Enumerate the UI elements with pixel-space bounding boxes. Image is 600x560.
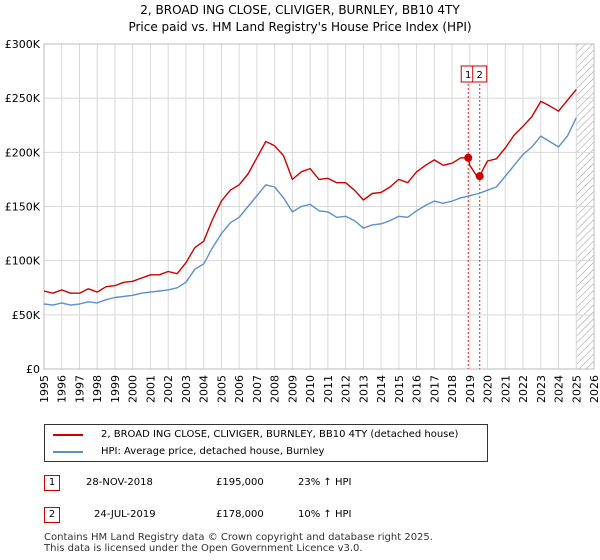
x-tick-label: 2026 (588, 375, 600, 403)
x-tick-label: 2025 (570, 375, 583, 403)
x-tick-label: 1995 (38, 375, 51, 403)
sale-marker-box (472, 65, 488, 83)
plot-area-border (43, 43, 595, 370)
x-tick-label: 2006 (233, 375, 246, 403)
legend-label-property: 2, BROAD ING CLOSE, CLIVIGER, BURNLEY, B… (101, 429, 459, 440)
x-tick-label: 1996 (56, 375, 69, 403)
series-line (43, 117, 577, 306)
x-tick-label: 2020 (482, 375, 495, 403)
x-tick-label: 2008 (269, 375, 282, 403)
x-tick-label: 2024 (553, 375, 566, 403)
footer-copyright: Contains HM Land Registry data © Crown c… (44, 532, 433, 543)
x-tick-label: 2023 (535, 375, 548, 403)
x-tick-label: 2005 (215, 375, 228, 403)
legend-swatch-property (53, 434, 83, 436)
legend-label-hpi: HPI: Average price, detached house, Burn… (101, 446, 325, 457)
x-tick-label: 2021 (499, 375, 512, 403)
x-tick-label: 2017 (428, 375, 441, 403)
x-tick-label: 2015 (393, 375, 406, 403)
x-tick-label: 2018 (446, 375, 459, 403)
x-tick-label: 2003 (180, 375, 193, 403)
sale-point (464, 153, 473, 162)
chart-subtitle: Price paid vs. HM Land Registry's House … (128, 20, 472, 34)
footer-licence: This data is licensed under the Open Gov… (44, 543, 363, 554)
x-tick-label: 2001 (144, 375, 157, 403)
sale-marker-label: 2 (477, 70, 483, 81)
legend: 2, BROAD ING CLOSE, CLIVIGER, BURNLEY, B… (44, 424, 488, 462)
x-tick-label: 2019 (464, 375, 477, 403)
y-tick-label: £300K (5, 38, 41, 51)
legend-swatch-hpi (53, 451, 83, 453)
transaction-price: £178,000 (216, 509, 264, 520)
transaction-hpi-change: 23% ↑ HPI (298, 477, 352, 488)
x-tick-label: 2013 (357, 375, 370, 403)
transaction-hpi-change: 10% ↑ HPI (298, 509, 352, 520)
transaction-number-badge: 2 (44, 507, 60, 523)
y-tick-label: £50K (12, 309, 41, 322)
y-tick-label: £250K (5, 92, 41, 105)
x-tick-label: 2007 (251, 375, 264, 403)
x-tick-label: 2010 (304, 375, 317, 403)
y-tick-label: £0 (26, 363, 40, 376)
chart-title: 2, BROAD ING CLOSE, CLIVIGER, BURNLEY, B… (140, 3, 460, 17)
x-tick-label: 2014 (375, 375, 388, 403)
transaction-number-badge: 1 (44, 475, 60, 491)
x-tick-label: 2000 (127, 375, 140, 403)
y-tick-label: £100K (5, 255, 41, 268)
sale-marker-label: 1 (465, 70, 471, 81)
transaction-price: £195,000 (216, 477, 264, 488)
transaction-date: 28-NOV-2018 (86, 477, 153, 488)
y-tick-label: £200K (5, 146, 41, 159)
x-tick-label: 2016 (411, 375, 424, 403)
x-tick-label: 2022 (517, 375, 530, 403)
x-tick-label: 2009 (286, 375, 299, 403)
x-tick-label: 1997 (73, 375, 86, 403)
y-tick-label: £150K (5, 201, 41, 214)
series-line (43, 89, 577, 294)
x-tick-label: 1998 (91, 375, 104, 403)
sale-point (475, 172, 484, 181)
x-tick-label: 1999 (109, 375, 122, 403)
price-chart: £0 £50K £100K £150K £200K £250K £300K 1995 1996 1… (5, 38, 600, 403)
x-tick-label: 2002 (162, 375, 175, 403)
x-tick-label: 2011 (322, 375, 335, 403)
x-tick-label: 2004 (198, 375, 211, 403)
transaction-date: 24-JUL-2019 (94, 509, 156, 520)
x-tick-label: 2012 (340, 375, 353, 403)
